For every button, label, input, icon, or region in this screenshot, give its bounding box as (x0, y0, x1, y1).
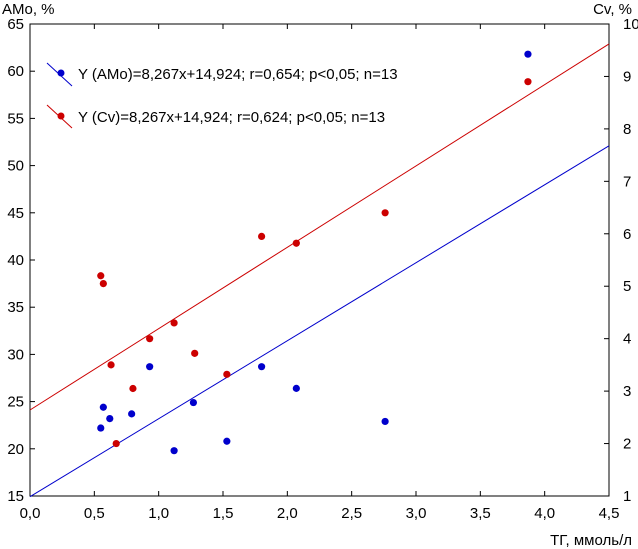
point-cv (223, 370, 231, 378)
point-amo (146, 363, 154, 371)
point-amo (97, 424, 105, 432)
point-amo (524, 50, 532, 58)
y-left-tick-label: 50 (7, 158, 24, 175)
point-cv (112, 439, 120, 448)
y-left-tick-label: 60 (7, 63, 24, 80)
x-tick-label: 2,0 (277, 505, 298, 522)
y-left-axis-label: AMo, % (2, 1, 55, 18)
x-tick-label: 3,5 (470, 505, 491, 522)
point-cv (258, 232, 266, 240)
trend-line-amo (29, 145, 610, 498)
x-tick-label: 4,5 (599, 505, 620, 522)
y-left-axis-ticks: 15 20 25 30 35 40 45 50 55 60 65 (7, 16, 35, 505)
point-amo (381, 417, 389, 426)
y-right-tick-label: 1 (623, 488, 631, 505)
y-right-tick-label: 5 (623, 278, 631, 295)
x-tick-label: 3,0 (406, 505, 427, 522)
y-right-tick-label: 6 (623, 226, 631, 243)
point-cv (292, 239, 300, 247)
legend-marker-amo (57, 69, 65, 77)
y-right-tick-label: 9 (623, 68, 631, 85)
trend-line-cv (29, 43, 610, 411)
y-right-tick-label: 2 (623, 436, 631, 453)
x-axis-ticks: 0,0 0,5 1,0 1,5 2,0 2,5 3,0 3,5 4,0 4,5 (20, 24, 620, 522)
point-cv (191, 349, 199, 357)
legend: Y (AMo)=8,267x+14,924; r=0,654; p<0,05; … (46, 62, 398, 129)
point-amo (170, 447, 178, 455)
plot-area (29, 23, 610, 497)
y-left-tick-label: 35 (7, 299, 24, 316)
point-amo (292, 384, 300, 392)
y-right-axis-label: Cv, % (593, 1, 632, 18)
legend-label-amo: Y (AMo)=8,267x+14,924; r=0,654; p<0,05; … (78, 66, 398, 83)
y-left-tick-label: 40 (7, 252, 24, 269)
x-tick-label: 1,5 (213, 505, 234, 522)
point-cv (107, 361, 115, 369)
x-tick-label: 0,0 (20, 505, 41, 522)
y-left-tick-label: 25 (7, 394, 24, 411)
legend-label-cv: Y (Cv)=8,267x+14,924; r=0,624; p<0,05; n… (78, 109, 385, 126)
y-right-tick-label: 7 (623, 173, 631, 190)
x-tick-label: 4,0 (534, 505, 555, 522)
y-right-tick-label: 3 (623, 383, 631, 400)
point-cv (146, 335, 154, 343)
y-right-tick-label: 8 (623, 121, 631, 138)
y-left-tick-label: 30 (7, 346, 24, 363)
y-left-tick-label: 20 (7, 441, 24, 458)
x-tick-label: 2,5 (341, 505, 362, 522)
y-left-tick-label: 45 (7, 205, 24, 222)
data-points (97, 50, 532, 455)
point-cv (97, 272, 105, 280)
x-tick-label: 0,5 (84, 505, 105, 522)
point-amo (258, 363, 266, 371)
x-tick-label: 1,0 (148, 505, 169, 522)
point-cv (129, 384, 137, 393)
point-amo (106, 414, 114, 423)
trend-lines (29, 43, 610, 498)
point-cv (524, 78, 532, 86)
point-amo (128, 410, 136, 418)
y-right-tick-label: 10 (623, 16, 638, 33)
point-cv (170, 319, 178, 327)
point-cv (99, 280, 107, 288)
point-amo (99, 403, 107, 411)
point-amo (223, 437, 231, 445)
y-left-tick-label: 65 (7, 16, 24, 33)
legend-marker-cv (57, 112, 65, 120)
point-cv (381, 209, 389, 217)
y-left-tick-label: 55 (7, 110, 24, 127)
y-right-tick-label: 4 (623, 331, 631, 348)
y-right-axis-ticks: 1 2 3 4 5 6 7 8 9 10 (604, 16, 638, 505)
point-amo (189, 398, 198, 407)
x-axis-label: ТГ, ммоль/л (550, 532, 632, 549)
y-left-tick-label: 15 (7, 488, 24, 505)
